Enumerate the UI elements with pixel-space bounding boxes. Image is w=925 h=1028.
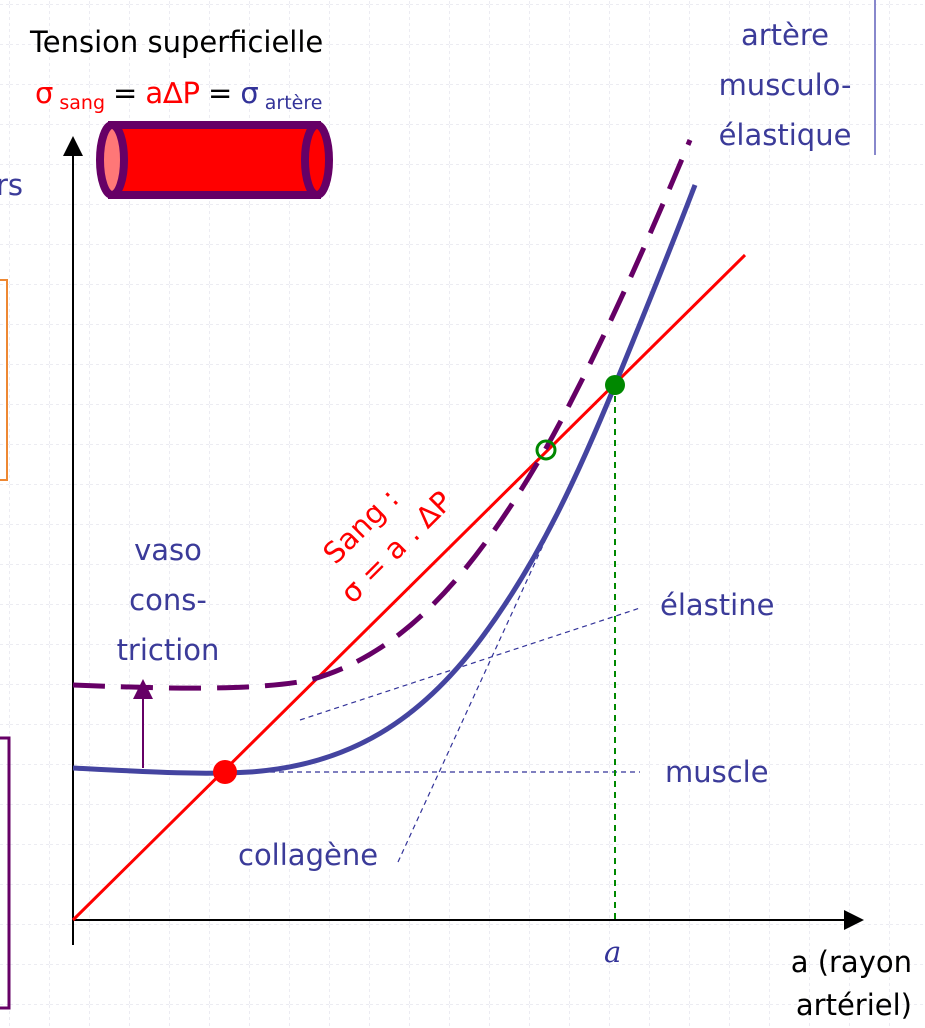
sub: sang <box>59 92 105 114</box>
label: élastique <box>719 118 852 152</box>
sub: artère <box>265 92 323 114</box>
label: rs <box>0 168 23 202</box>
sigma: σ <box>240 76 258 110</box>
label: a (rayon <box>791 945 912 979</box>
label: élastine <box>660 588 774 622</box>
label: artériel) <box>796 988 912 1022</box>
label: artère <box>741 18 829 52</box>
label: a <box>604 935 621 969</box>
label: triction <box>117 633 220 667</box>
label: muscle <box>665 755 769 789</box>
cylinder <box>100 125 329 195</box>
label: vaso <box>134 533 202 567</box>
point <box>605 375 625 395</box>
sigma: σ <box>35 76 53 110</box>
eq: = <box>113 76 137 110</box>
eq: = <box>208 76 232 110</box>
point <box>213 760 237 784</box>
title: Tension superficielle <box>29 25 323 59</box>
term: a∆P <box>145 76 200 110</box>
label: collagène <box>238 838 378 872</box>
label: cons- <box>129 583 207 617</box>
label: musculo- <box>719 68 852 102</box>
slide: Tension superficielle σsang=a∆P=σartère … <box>0 0 925 1028</box>
